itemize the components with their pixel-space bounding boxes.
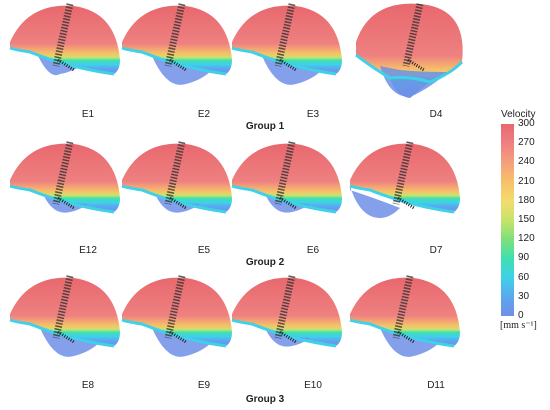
vector-arrows	[407, 58, 425, 72]
vector-arrows	[397, 330, 415, 344]
group-label-1: Group 1	[245, 121, 285, 132]
colorbar-tick-label: 90	[518, 252, 530, 264]
boundary-layer	[9, 46, 115, 76]
vector-arrows	[57, 196, 75, 210]
low-velocity-region	[38, 56, 80, 76]
case-label-e1: E1	[81, 109, 95, 120]
colorbar-tick-label: 210	[518, 175, 535, 187]
panel-e6	[231, 141, 342, 214]
low-velocity-region	[350, 186, 400, 218]
vector-arrows	[169, 330, 187, 344]
panel-d11	[349, 275, 460, 357]
boundary-layer	[121, 184, 227, 214]
case-label-e3: E3	[306, 109, 320, 120]
boundary-layer	[349, 184, 455, 214]
colorbar-tick-label: 0	[518, 310, 524, 321]
panel-e10	[231, 275, 342, 348]
panel-e9	[121, 275, 232, 357]
case-label-e9: E9	[197, 380, 211, 391]
panel-e1	[9, 3, 120, 76]
case-label-e2: E2	[197, 109, 211, 120]
panel-e8	[9, 275, 120, 357]
vector-arrows	[57, 58, 75, 72]
colorbar-tick-label: 270	[518, 137, 535, 149]
panel-e5	[121, 141, 232, 214]
colorbar-tick-label: 120	[518, 233, 535, 245]
vector-arrows	[397, 196, 415, 210]
group-label-3: Group 3	[245, 394, 285, 405]
vector-arrows	[169, 58, 187, 72]
colorbar-tick-label: 180	[518, 194, 535, 206]
case-label-e12: E12	[79, 245, 97, 256]
low-velocity-region	[380, 66, 448, 97]
colorbar-unit: [mm s⁻¹]	[500, 320, 537, 331]
boundary-layer	[355, 53, 464, 84]
boundary-layer	[9, 318, 115, 348]
colorbar-tick-label: 240	[518, 156, 535, 168]
vector-arrows	[279, 196, 297, 210]
colorbar-tick-label: 30	[518, 290, 530, 302]
case-label-e10: E10	[304, 380, 322, 391]
case-label-d4: D4	[429, 109, 443, 120]
boundary-layer	[9, 184, 115, 214]
case-label-e8: E8	[81, 380, 95, 391]
colorbar-title: Velocity	[501, 109, 536, 120]
case-label-d11: D11	[427, 380, 445, 391]
case-label-e6: E6	[306, 245, 320, 256]
colorbar-tick-label: 150	[518, 214, 535, 225]
boundary-layer	[231, 184, 337, 214]
panel-d7	[349, 141, 460, 218]
boundary-layer	[231, 318, 337, 348]
case-label-e5: E5	[197, 245, 211, 256]
vector-arrows	[279, 58, 297, 72]
boundary-layer	[121, 46, 227, 76]
case-label-d7: D7	[429, 245, 443, 256]
colorbar-tick-label: 300	[518, 118, 535, 129]
boundary-layer	[121, 318, 227, 348]
group-label-2: Group 2	[245, 257, 285, 268]
panel-e12	[9, 141, 120, 214]
vector-arrows	[279, 330, 297, 344]
boundary-layer	[349, 318, 455, 348]
panel-e3	[231, 3, 342, 85]
panel-d4	[355, 3, 464, 98]
vector-arrows	[169, 196, 187, 210]
colorbar-gradient	[501, 124, 514, 316]
vector-arrows	[57, 330, 75, 344]
boundary-layer	[231, 46, 337, 76]
panel-e2	[121, 3, 232, 85]
colorbar-tick-label: 60	[518, 271, 530, 283]
